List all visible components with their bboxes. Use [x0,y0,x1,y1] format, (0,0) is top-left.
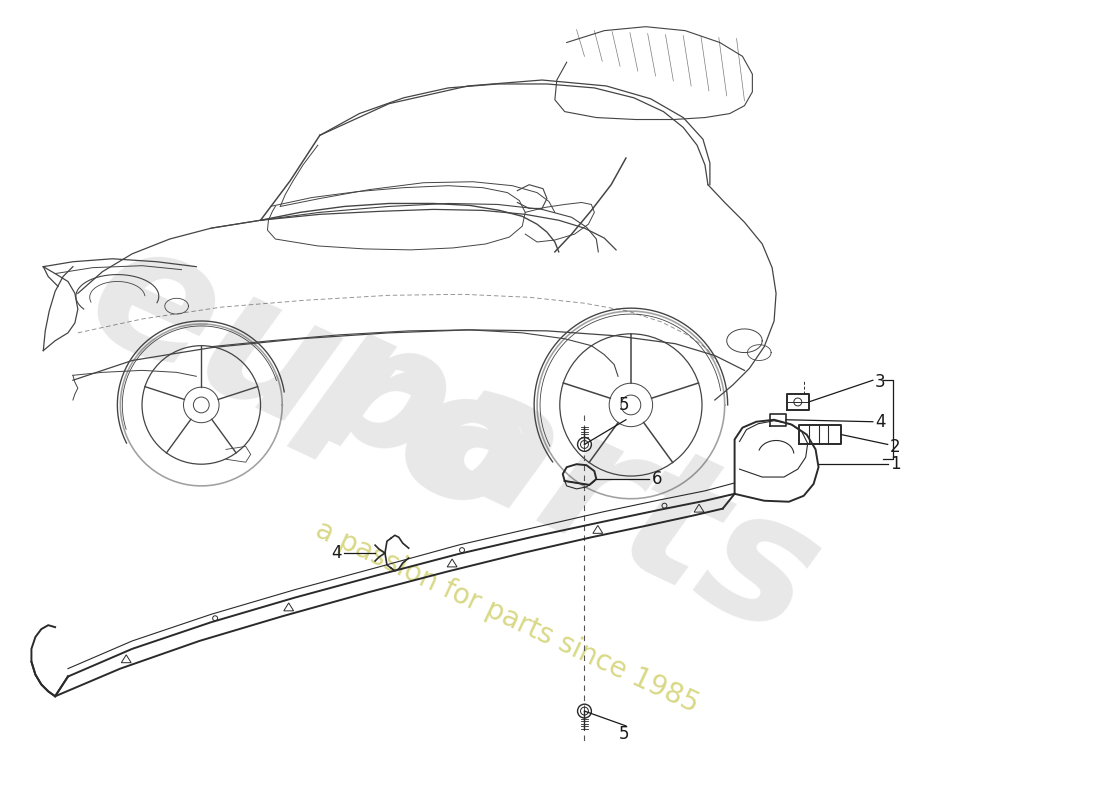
Text: 3: 3 [874,374,886,391]
Text: euro: euro [63,202,558,558]
Text: 1: 1 [890,455,900,473]
Text: 4: 4 [874,413,886,430]
Text: a passion for parts since 1985: a passion for parts since 1985 [311,516,704,718]
Text: 5: 5 [618,396,629,414]
Text: 4: 4 [331,544,341,562]
Text: 5: 5 [618,725,629,743]
Text: 6: 6 [651,470,662,488]
Text: 2: 2 [890,438,900,457]
Text: parts: parts [288,286,846,671]
